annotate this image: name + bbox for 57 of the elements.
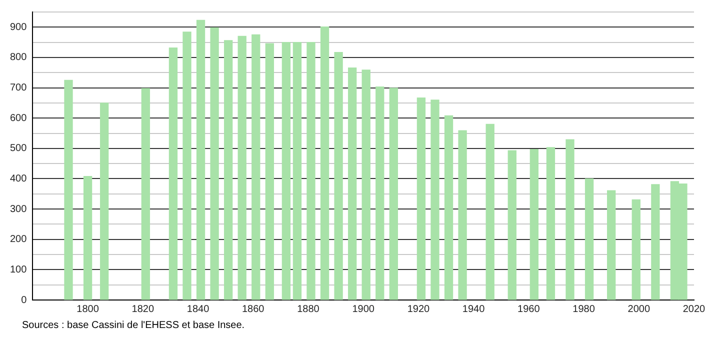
y-tick-label: 400	[10, 173, 28, 184]
x-tick-label: 1920	[407, 304, 430, 315]
bar	[430, 100, 440, 300]
bar	[238, 36, 246, 300]
bar	[444, 115, 454, 300]
x-tick-label: 1840	[186, 304, 210, 315]
bar	[320, 26, 330, 300]
bar	[632, 199, 640, 300]
y-tick-label: 300	[10, 204, 28, 215]
bar	[508, 150, 516, 300]
bar	[566, 139, 574, 300]
bar	[334, 52, 343, 300]
x-tick-label: 1940	[462, 304, 486, 315]
bar	[546, 147, 556, 300]
x-tick-label: 1900	[352, 304, 375, 315]
bar	[651, 184, 660, 300]
x-tick-label: 2020	[682, 304, 706, 315]
bar	[416, 97, 426, 300]
bar	[100, 102, 109, 300]
x-tick-label: 1820	[132, 304, 154, 315]
x-tick-label: 1880	[297, 304, 320, 315]
bar	[530, 149, 539, 300]
bar	[168, 47, 178, 300]
bar	[210, 27, 219, 300]
bar	[83, 176, 92, 300]
bar	[348, 67, 357, 300]
bar	[252, 34, 260, 300]
y-tick-label: 900	[10, 22, 28, 33]
bar	[306, 42, 316, 300]
bar	[265, 43, 274, 300]
bar	[458, 130, 467, 300]
x-tick-label: 1960	[518, 304, 540, 315]
bar	[389, 88, 398, 300]
y-tick-label: 100	[10, 264, 28, 276]
x-tick-label: 1980	[572, 304, 596, 315]
y-tick-label: 0	[21, 294, 28, 306]
x-tick-label: 2000	[628, 304, 650, 315]
y-tick-label: 800	[10, 52, 28, 64]
y-tick-label: 600	[10, 112, 28, 124]
bar	[141, 88, 150, 300]
y-tick-label: 200	[10, 234, 28, 246]
bar	[607, 190, 616, 300]
bar	[224, 40, 233, 300]
bar	[196, 20, 206, 300]
source-note: Sources : base Cassini de l'EHESS et base Insee.	[22, 320, 245, 331]
x-tick-label: 1800	[76, 304, 100, 315]
y-tick-label: 500	[10, 143, 28, 154]
bar	[282, 42, 291, 300]
bar	[486, 124, 494, 300]
bar	[64, 80, 73, 300]
x-tick-label: 1860	[242, 304, 265, 315]
y-tick-label: 700	[10, 82, 28, 94]
bar	[362, 70, 370, 300]
bar	[292, 42, 302, 300]
bar	[376, 86, 384, 300]
bar	[182, 32, 192, 300]
bar	[584, 178, 594, 300]
